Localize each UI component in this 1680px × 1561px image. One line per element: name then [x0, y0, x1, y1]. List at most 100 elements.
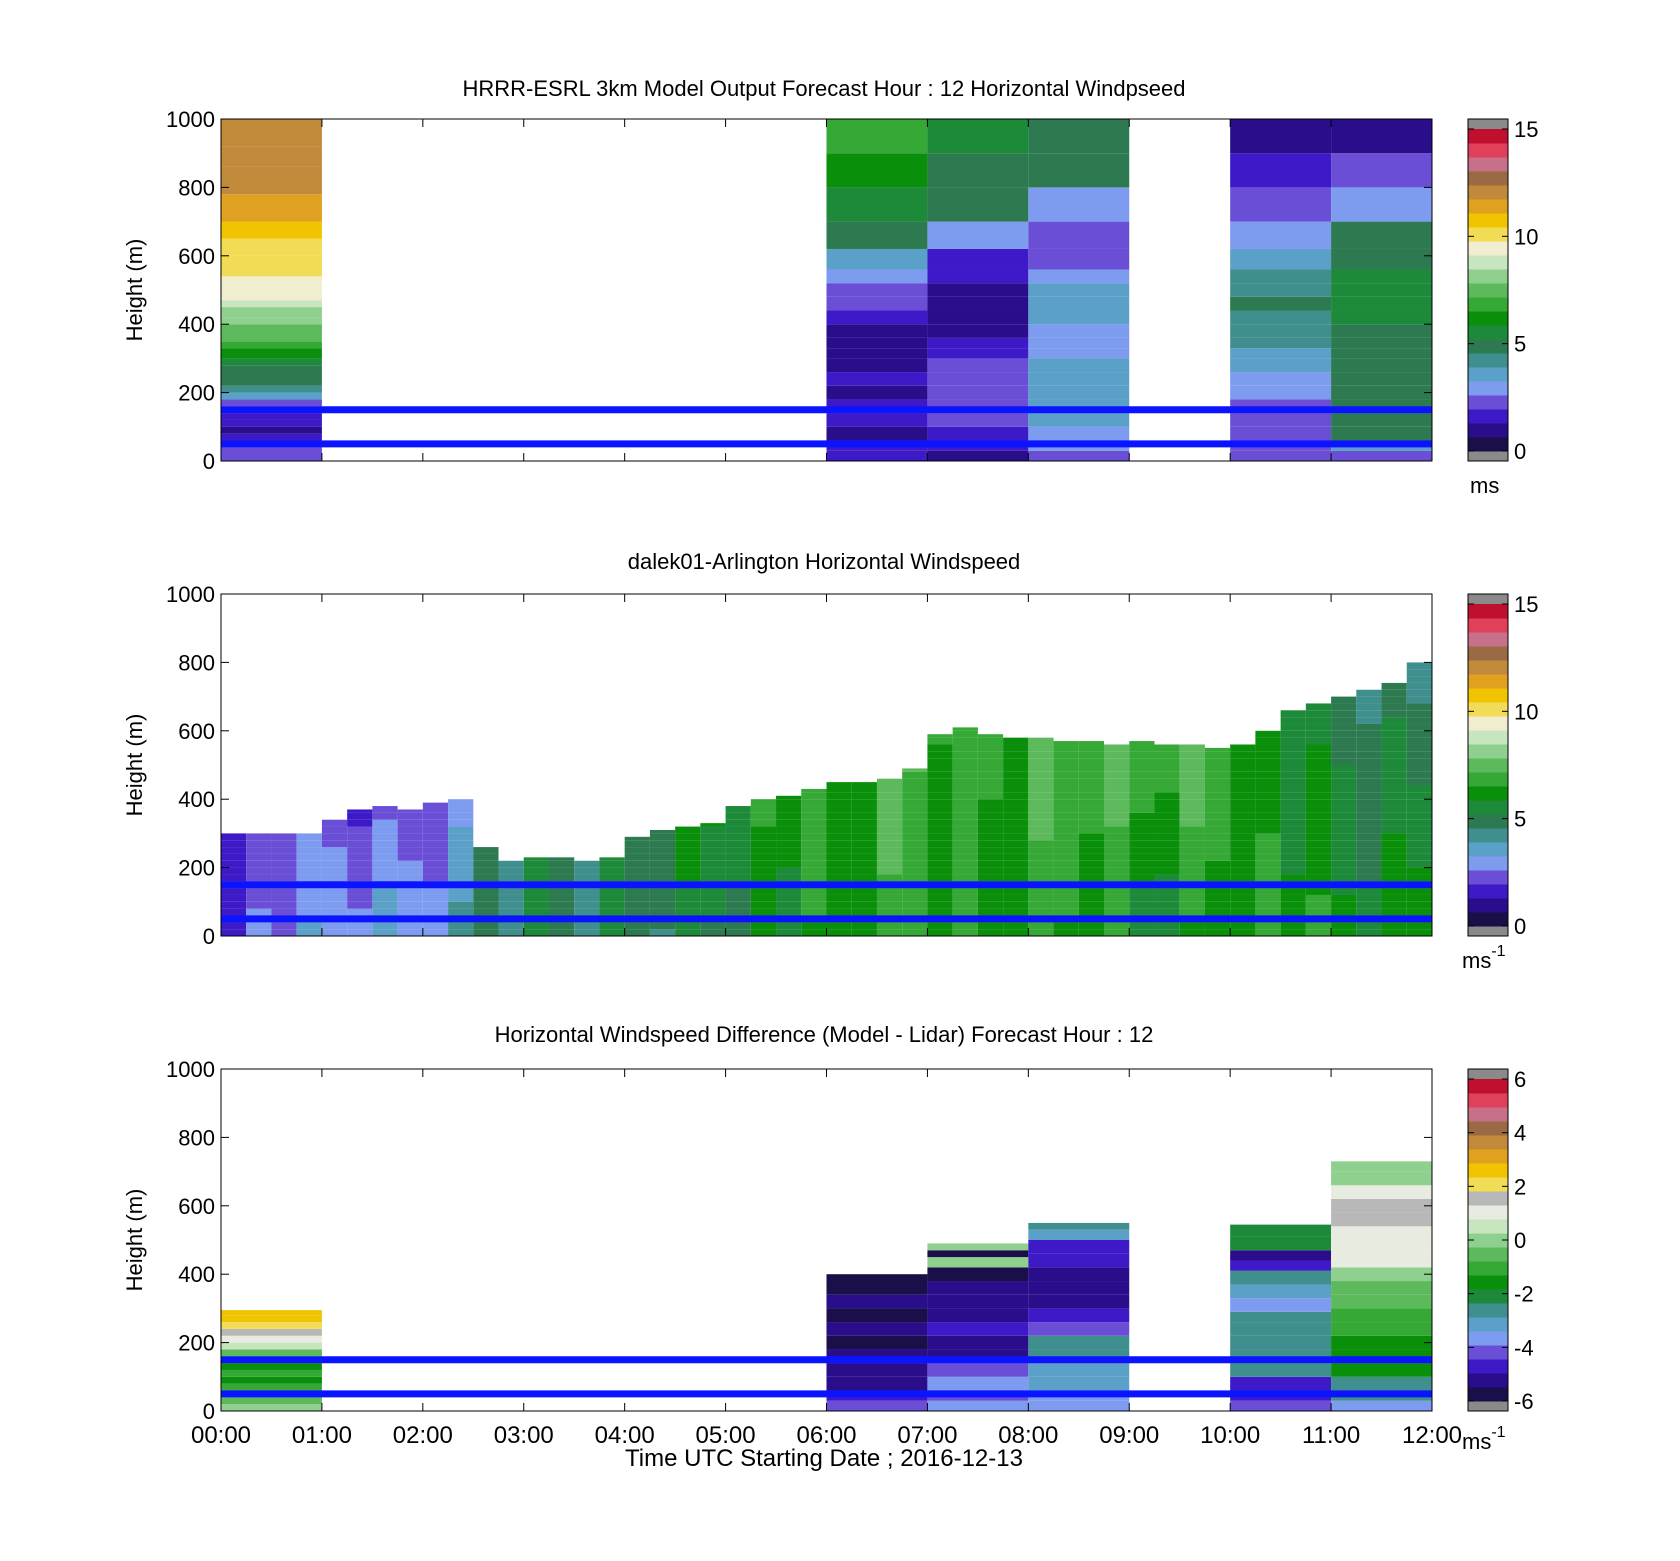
- model-heatmap-cell: [1230, 426, 1332, 441]
- model-colorbar-tick-label: 0: [1514, 439, 1526, 464]
- lidar-heatmap-cell: [725, 819, 751, 827]
- lidar-heatmap-cell: [1331, 730, 1357, 738]
- model-heatmap-cell: [1331, 283, 1432, 297]
- lidar-heatmap-cell: [977, 771, 1004, 779]
- lidar-heatmap-cell: [876, 812, 903, 820]
- lidar-heatmap-cell: [1129, 874, 1155, 882]
- difference-colorbar-swatch: [1468, 1149, 1508, 1164]
- lidar-heatmap-cell: [599, 888, 625, 895]
- lidar-heatmap-cell: [422, 929, 449, 936]
- lidar-heatmap-cell: [750, 922, 777, 930]
- lidar-heatmap-cell: [271, 922, 297, 930]
- lidar-heatmap-cell: [473, 874, 499, 882]
- lidar-heatmap-cell: [1305, 758, 1332, 765]
- lidar-heatmap-cell: [1129, 840, 1155, 848]
- lidar-heatmap-cell: [624, 847, 650, 854]
- lidar-heatmap-cell: [1230, 847, 1256, 854]
- lidar-heatmap-cell: [977, 894, 1004, 902]
- lidar-heatmap-cell: [1104, 874, 1130, 882]
- difference-heatmap-cell: [1028, 1240, 1130, 1254]
- difference-heatmap-cell: [826, 1322, 928, 1336]
- model-reference-lines: [221, 406, 1432, 448]
- lidar-heatmap-cell: [902, 792, 928, 800]
- lidar-heatmap-cell: [1028, 901, 1054, 909]
- lidar-heatmap-cell: [1179, 819, 1205, 827]
- difference-colorbar-unit: ms-1: [1462, 1424, 1506, 1454]
- lidar-heatmap-cell: [422, 894, 449, 902]
- difference-colorbar-swatch: [1468, 1247, 1508, 1262]
- lidar-heatmap-cell: [1230, 758, 1256, 765]
- difference-heatmap-cell: [221, 1376, 322, 1384]
- lidar-heatmap-cell: [927, 758, 953, 765]
- difference-heatmap-cell: [1230, 1335, 1332, 1350]
- model-colorbar-swatch: [1468, 325, 1508, 340]
- model-heatmap-cell: [1230, 283, 1332, 297]
- lidar-heatmap-cell: [1204, 806, 1231, 813]
- lidar-heatmap-cell: [1356, 874, 1382, 882]
- lidar-heatmap-cell: [422, 840, 449, 848]
- model-colorbar-swatch: [1468, 255, 1508, 270]
- lidar-heatmap-cell: [448, 888, 474, 895]
- lidar-heatmap-cell: [1381, 888, 1407, 895]
- model-heatmap-cell: [826, 372, 928, 386]
- model-colorbar-swatch: [1468, 437, 1508, 452]
- model-heatmap-cell: [1028, 337, 1130, 349]
- lidar-colorbar-swatch: [1468, 842, 1508, 857]
- difference-colorbar-swatch: [1468, 1303, 1508, 1318]
- model-heatmap-cell: [927, 337, 1029, 349]
- lidar-heatmap-cell: [675, 908, 701, 916]
- lidar-heatmap-cell: [902, 778, 928, 786]
- lidar-heatmap-cell: [902, 901, 928, 909]
- lidar-heatmap-cell: [1129, 792, 1155, 800]
- lidar-heatmap-cell: [372, 826, 398, 834]
- lidar-heatmap-cell: [1406, 929, 1432, 936]
- lidar-heatmap-cell: [700, 929, 726, 936]
- lidar-heatmap-cell: [498, 894, 524, 902]
- lidar-heatmap-cell: [1129, 785, 1155, 793]
- lidar-heatmap-cell: [1204, 867, 1231, 875]
- lidar-heatmap-cell: [927, 792, 953, 800]
- model-heatmap-cell: [1230, 324, 1332, 338]
- lidar-heatmap-cell: [1356, 792, 1382, 800]
- model-heatmap-cell: [826, 324, 928, 338]
- lidar-heatmap-cell: [750, 819, 777, 827]
- difference-heatmap-cell: [1028, 1229, 1130, 1240]
- model-heatmap-cell: [826, 248, 928, 270]
- lidar-heatmap-cell: [1204, 771, 1231, 779]
- lidar-heatmap-cell: [1204, 751, 1231, 759]
- difference-colorbar-swatch: [1468, 1261, 1508, 1276]
- lidar-colorbar-swatch: [1468, 814, 1508, 829]
- lidar-heatmap-cell: [347, 809, 373, 813]
- lidar-heatmap-cell: [321, 929, 348, 936]
- difference-heatmap-cell: [1331, 1212, 1432, 1227]
- lidar-heatmap-cell: [1053, 785, 1079, 793]
- model-colorbar-cap: [1468, 119, 1508, 129]
- lidar-heatmap-cell: [523, 860, 549, 868]
- lidar-heatmap-cell: [1381, 860, 1407, 868]
- lidar-heatmap-cell: [1305, 847, 1332, 854]
- lidar-heatmap-cell: [927, 806, 953, 813]
- lidar-heatmap-cell: [649, 829, 676, 834]
- lidar-heatmap-cell: [271, 901, 297, 909]
- lidar-heatmap-cell: [1028, 874, 1054, 882]
- difference-x-tick-label: 11:00: [1302, 1422, 1360, 1449]
- lidar-heatmap-cell: [1280, 717, 1306, 724]
- lidar-heatmap-cell: [1331, 894, 1357, 902]
- lidar-heatmap-cell: [826, 929, 852, 936]
- lidar-heatmap-cell: [1053, 758, 1079, 765]
- model-heatmap-cell: [221, 194, 322, 222]
- lidar-heatmap-cell: [801, 840, 827, 848]
- lidar-heatmap-cell: [1003, 771, 1029, 779]
- lidar-heatmap-cell: [1204, 785, 1231, 793]
- lidar-heatmap-cell: [776, 901, 802, 909]
- lidar-heatmap-cell: [1129, 867, 1155, 875]
- lidar-heatmap-cell: [851, 785, 877, 793]
- lidar-heatmap-cell: [1204, 908, 1231, 916]
- difference-heatmap-cell: [1331, 1226, 1432, 1240]
- lidar-heatmap-cell: [1230, 833, 1256, 841]
- lidar-heatmap-cell: [372, 847, 398, 854]
- lidar-heatmap-cell: [725, 867, 751, 875]
- lidar-heatmap-cell: [1381, 703, 1407, 711]
- lidar-heatmap-cell: [851, 840, 877, 848]
- model-heatmap-cell: [1028, 348, 1130, 359]
